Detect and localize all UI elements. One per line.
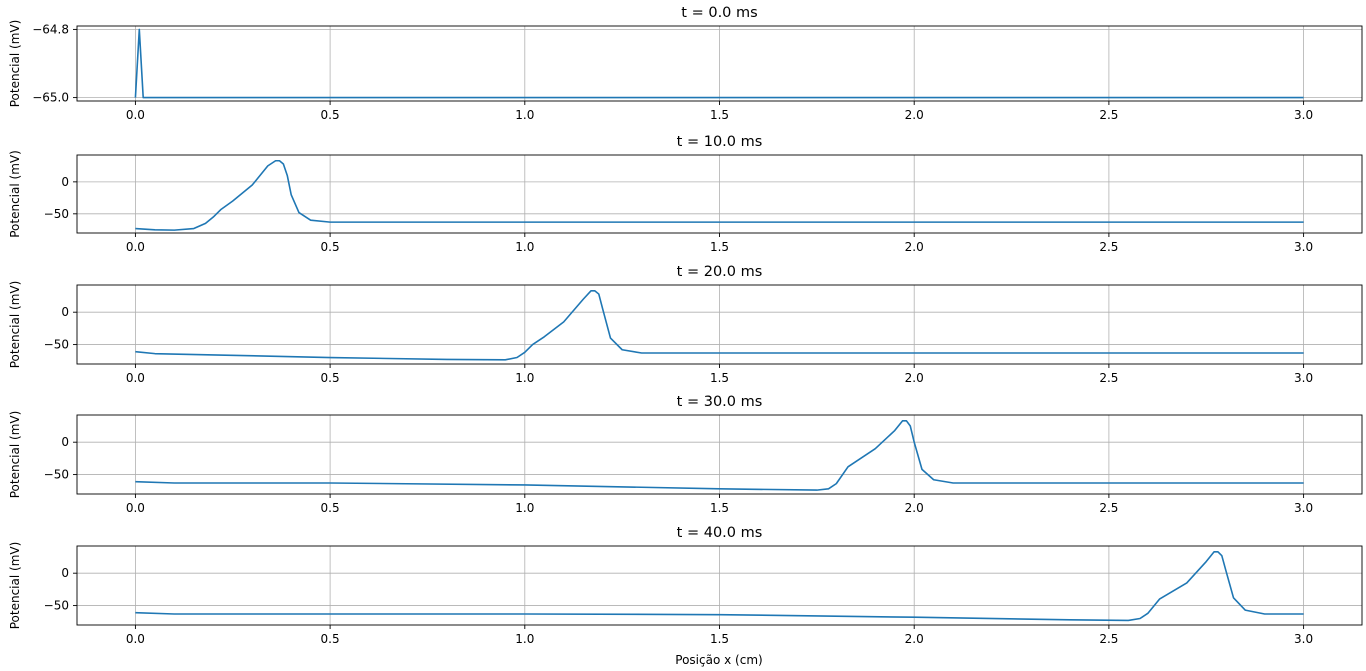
x-tick-label: 3.0 <box>1294 108 1313 122</box>
y-tick-label: 0 <box>61 305 69 319</box>
x-tick-label: 1.0 <box>515 108 534 122</box>
x-tick-label: 0.0 <box>126 501 145 515</box>
y-tick-label: −50 <box>44 468 69 482</box>
x-tick-label: 0.5 <box>321 108 340 122</box>
subplot-title: t = 40.0 ms <box>677 525 763 541</box>
subplot-title: t = 20.0 ms <box>677 264 763 280</box>
y-tick-label: 0 <box>61 566 69 580</box>
y-tick-label: −65.0 <box>32 91 69 105</box>
x-tick-label: 3.0 <box>1294 632 1313 646</box>
x-tick-label: 1.0 <box>515 501 534 515</box>
subplot-1: 0.0 0.5 1.0 1.5 2.0 2.5 3.0 −64.8 −65.0 t = 0.0 m… <box>8 5 1363 122</box>
y-tick-label: 0 <box>61 175 69 189</box>
x-tick-label: 2.5 <box>1099 371 1118 385</box>
y-axis-label: Potencial (mV) <box>8 281 22 369</box>
x-tick-label: 0.5 <box>321 240 340 254</box>
x-tick-label: 0.0 <box>126 632 145 646</box>
y-tick-label: −50 <box>44 338 69 352</box>
y-axis-label: Potencial (mV) <box>8 542 22 630</box>
x-tick-label: 1.0 <box>515 632 534 646</box>
y-axis-label: Potencial (mV) <box>8 150 22 238</box>
x-tick-label: 1.5 <box>710 240 729 254</box>
y-tick-label: −50 <box>44 207 69 221</box>
x-tick-label: 2.5 <box>1099 632 1118 646</box>
x-tick-label: 2.5 <box>1099 108 1118 122</box>
x-tick-label: 1.5 <box>710 108 729 122</box>
y-axis-label: Potencial (mV) <box>8 411 22 499</box>
subplot-title: t = 10.0 ms <box>677 134 763 150</box>
x-tick-label: 1.5 <box>710 501 729 515</box>
x-tick-label: 0.0 <box>126 108 145 122</box>
x-tick-label: 1.0 <box>515 240 534 254</box>
subplot-2: 0.0 0.5 1.0 1.5 2.0 2.5 3.0 0 −50 t = 10.0 ms Pote… <box>8 134 1363 254</box>
subplot-title: t = 0.0 ms <box>681 5 757 21</box>
series-line <box>135 551 1304 622</box>
x-tick-label: 2.0 <box>905 240 924 254</box>
subplot-title: t = 30.0 ms <box>677 394 763 410</box>
x-tick-label: 2.5 <box>1099 501 1118 515</box>
x-tick-label: 0.5 <box>321 501 340 515</box>
x-tick-label: 0.0 <box>126 371 145 385</box>
y-tick-label: −64.8 <box>32 22 69 36</box>
x-tick-label: 2.0 <box>905 632 924 646</box>
x-tick-label: 1.5 <box>710 632 729 646</box>
x-tick-label: 0.0 <box>126 240 145 254</box>
x-tick-label: 2.0 <box>905 371 924 385</box>
x-tick-label: 0.5 <box>321 632 340 646</box>
x-axis-label: Posição x (cm) <box>675 653 762 667</box>
y-tick-label: −50 <box>44 599 69 613</box>
y-tick-label: 0 <box>61 435 69 449</box>
series-line <box>135 290 1304 361</box>
x-tick-label: 2.0 <box>905 108 924 122</box>
subplot-5: 0.0 0.5 1.0 1.5 2.0 2.5 3.0 0 −50 t = 40.0 ms Pote… <box>8 525 1363 646</box>
x-tick-label: 2.5 <box>1099 240 1118 254</box>
subplot-3: 0.0 0.5 1.0 1.5 2.0 2.5 3.0 0 −50 t = 20.0 ms Pote… <box>8 264 1363 385</box>
x-tick-label: 0.5 <box>321 371 340 385</box>
series-line <box>134 28 1304 99</box>
x-tick-label: 3.0 <box>1294 371 1313 385</box>
x-tick-label: 2.0 <box>905 501 924 515</box>
x-tick-label: 3.0 <box>1294 501 1313 515</box>
x-tick-label: 3.0 <box>1294 240 1313 254</box>
subplot-4: 0.0 0.5 1.0 1.5 2.0 2.5 3.0 0 −50 t = 30.0 ms Pote… <box>8 394 1363 515</box>
y-axis-label: Potencial (mV) <box>8 20 22 108</box>
x-tick-label: 1.5 <box>710 371 729 385</box>
series-line <box>135 159 1304 231</box>
series-line <box>135 420 1304 491</box>
x-tick-label: 1.0 <box>515 371 534 385</box>
